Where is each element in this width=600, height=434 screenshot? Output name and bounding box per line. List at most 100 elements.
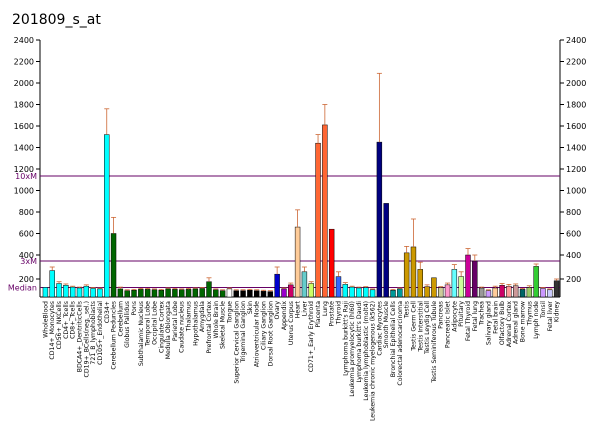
bar bbox=[56, 283, 62, 298]
bar bbox=[69, 286, 76, 298]
x-tick-label: Liver bbox=[301, 301, 308, 317]
bar bbox=[376, 141, 383, 298]
bar bbox=[438, 287, 444, 298]
bar bbox=[90, 288, 96, 298]
x-tick-label: Placenta bbox=[315, 301, 322, 328]
bar bbox=[499, 285, 505, 298]
bar bbox=[206, 281, 212, 298]
x-tick-label: CD34+ bbox=[104, 301, 111, 323]
bar bbox=[431, 277, 437, 298]
x-tick-label: Skin bbox=[247, 301, 254, 314]
bar bbox=[117, 288, 124, 298]
bar bbox=[363, 287, 369, 298]
x-tick-label: Testis Seminiferous Tubule bbox=[431, 301, 438, 384]
y-tick-label-left: 1800 bbox=[14, 101, 34, 110]
bar bbox=[533, 266, 539, 298]
bar bbox=[390, 290, 396, 298]
x-tick-label: Pituitary bbox=[458, 301, 465, 327]
bar bbox=[342, 284, 349, 298]
reference-line-label: 3xM bbox=[20, 257, 37, 266]
x-tick-label: Lung bbox=[322, 301, 329, 316]
y-tick-label-left: 2200 bbox=[14, 58, 34, 67]
bar bbox=[478, 287, 485, 298]
x-tick-label: Adrenal Cortex bbox=[506, 301, 513, 347]
bars bbox=[42, 124, 560, 298]
x-tick-label: Testis Leydig Cell bbox=[424, 301, 431, 355]
bar bbox=[226, 288, 233, 298]
bar bbox=[144, 289, 151, 298]
x-tick-label: Tongue bbox=[226, 301, 233, 324]
bar bbox=[383, 203, 389, 298]
bar bbox=[199, 288, 205, 298]
bar bbox=[417, 269, 423, 298]
bar bbox=[138, 289, 144, 298]
x-tick-label: CD4+_Tcells bbox=[63, 301, 70, 339]
x-tick-label: Salivary gland bbox=[485, 301, 492, 345]
x-tick-label: Fetal brain bbox=[492, 301, 499, 334]
y-tick-label-left: 1400 bbox=[14, 144, 34, 153]
x-tick-label: Leukemia chronic myelogenous (k562) bbox=[370, 301, 377, 421]
bar bbox=[247, 290, 253, 298]
x-tick-label: Pancreatic Islet bbox=[445, 300, 452, 348]
bar bbox=[465, 254, 471, 298]
y-tick-label-right: 2000 bbox=[566, 79, 586, 88]
bar bbox=[356, 287, 362, 298]
y-tick-label-left: 2000 bbox=[14, 79, 34, 88]
x-tick-label: Appendix bbox=[281, 301, 288, 330]
x-tick-label: CD8+_Tcells bbox=[70, 301, 77, 339]
bar bbox=[424, 286, 430, 298]
bar bbox=[553, 280, 560, 298]
bar bbox=[219, 290, 226, 298]
bar bbox=[328, 228, 335, 298]
y-tick-label-right: 1400 bbox=[566, 144, 586, 153]
x-tick-label: Adrenal gland bbox=[513, 301, 520, 344]
x-tick-label: Tonsil bbox=[540, 301, 547, 319]
x-tick-label: Thymus bbox=[526, 301, 533, 327]
x-tick-label: WholeBlood bbox=[42, 301, 49, 338]
bar bbox=[410, 246, 417, 298]
x-tick-label: Bone marrow bbox=[520, 301, 527, 342]
reference-line-label: Median bbox=[8, 284, 37, 293]
y-tick-label-right: 1200 bbox=[566, 165, 586, 174]
x-tick-label: Pancreas bbox=[438, 301, 445, 329]
x-tick-label: Leukemia lymphoblastic (molt4) bbox=[363, 301, 370, 401]
bar bbox=[512, 285, 519, 298]
x-tick-label: Fetal liver bbox=[547, 301, 554, 332]
x-tick-label: Trigeminal Ganglion bbox=[240, 301, 247, 364]
x-tick-label: Globus Pallidus bbox=[124, 301, 131, 348]
bar bbox=[451, 269, 458, 298]
bar bbox=[185, 289, 192, 298]
y-tick-label-left: 1200 bbox=[14, 165, 34, 174]
y-tick-label-left: 400 bbox=[19, 251, 34, 260]
x-tick-label: Testis Germ Cell bbox=[410, 301, 417, 352]
x-tick-label: Fetal lung bbox=[472, 301, 479, 331]
bar bbox=[369, 289, 376, 298]
x-tick-label: Thyroid bbox=[335, 301, 342, 325]
bar bbox=[267, 291, 274, 298]
y-tick-label-right: 400 bbox=[566, 251, 581, 260]
bar bbox=[547, 289, 553, 298]
bar bbox=[124, 290, 130, 298]
bar bbox=[158, 290, 164, 298]
x-tick-label: Testis bbox=[404, 301, 411, 319]
bar bbox=[349, 286, 355, 298]
x-tick-label: Cingulate Cortex bbox=[158, 301, 165, 353]
bar bbox=[179, 289, 185, 298]
x-tick-label: Temporal Lobe bbox=[145, 301, 152, 347]
x-tick-label: Subthalamic Nucleus bbox=[138, 301, 145, 366]
bar bbox=[281, 288, 287, 298]
y-tick-label-right: 800 bbox=[566, 208, 581, 217]
y-tick-label-left: 800 bbox=[19, 208, 34, 217]
x-tick-label: Colorectal adenocarcinoma bbox=[397, 301, 404, 386]
bar bbox=[301, 271, 308, 298]
bar bbox=[315, 142, 321, 298]
x-tick-label: Amygdala bbox=[199, 301, 206, 332]
x-tick-label: Testis Interstitial bbox=[417, 301, 424, 353]
bar bbox=[131, 290, 137, 298]
y-tick-label-right: 200 bbox=[566, 275, 581, 284]
bar bbox=[444, 284, 451, 298]
bar bbox=[110, 233, 117, 298]
x-tick-label: Kidney bbox=[554, 301, 561, 322]
bar bbox=[506, 285, 512, 298]
